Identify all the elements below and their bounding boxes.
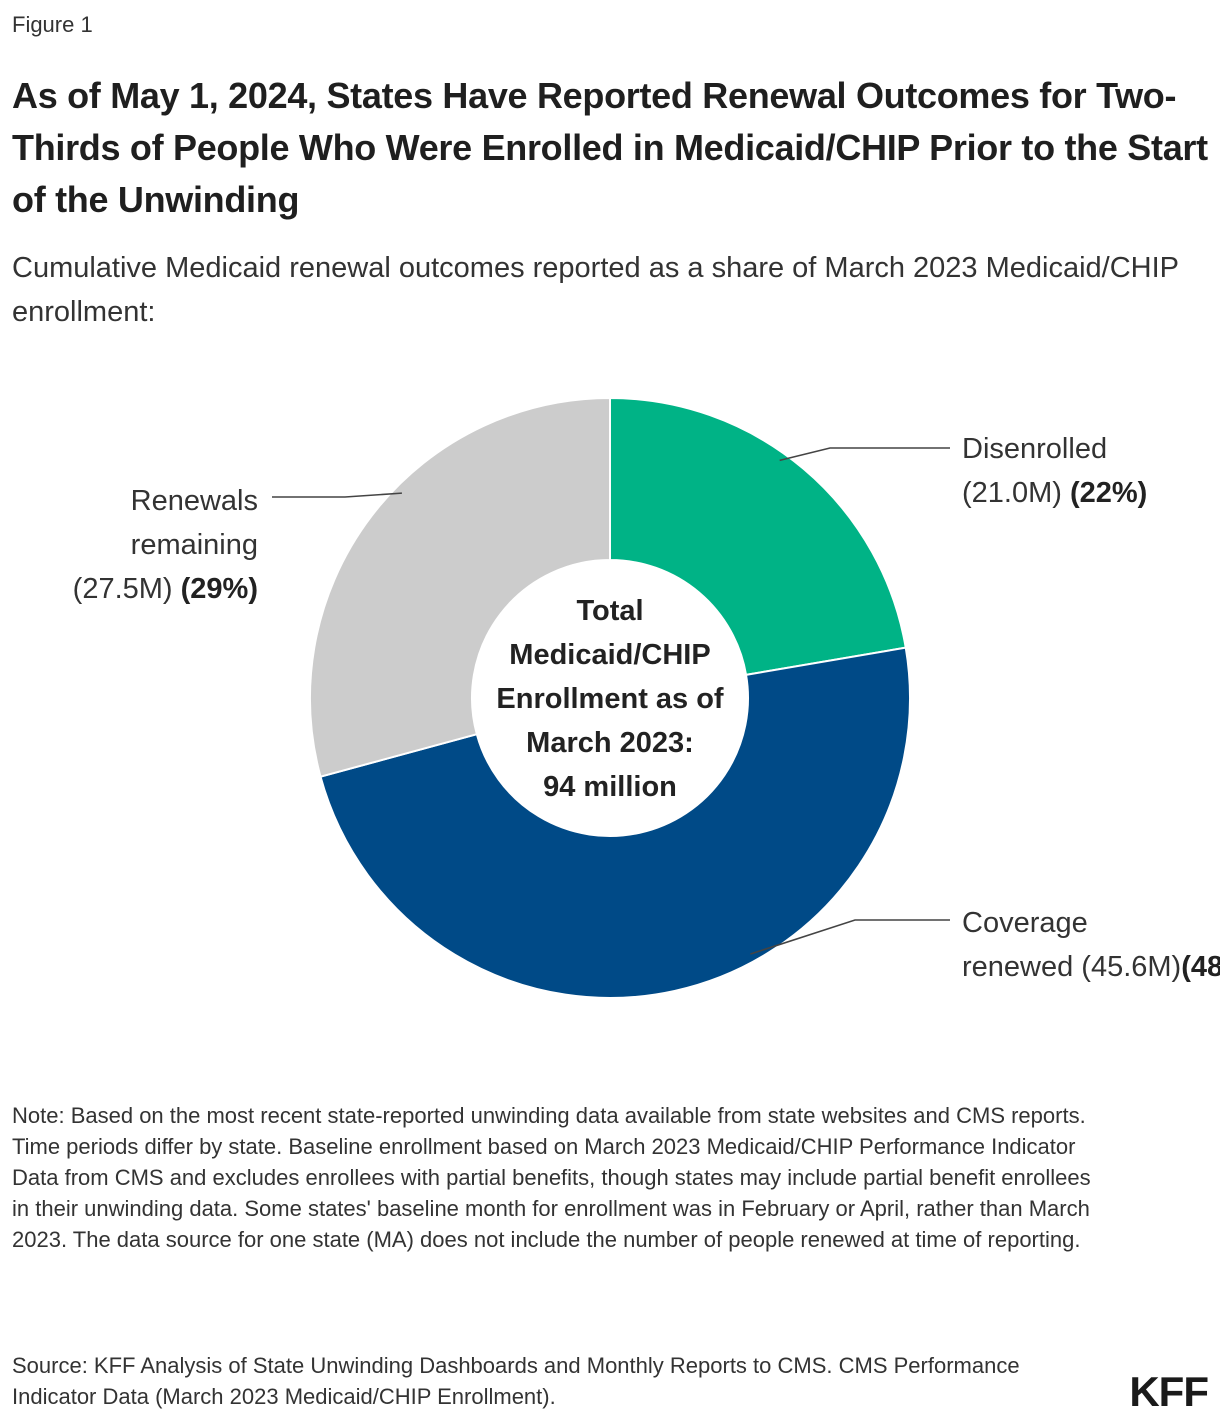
leader-renewals-remaining: [272, 492, 402, 498]
label-renewals-remaining: Renewals remaining (27.5M) (29%): [73, 485, 258, 605]
leader-coverage-renewed: [750, 919, 950, 955]
chart-note: Note: Based on the most recent state-rep…: [12, 1103, 1091, 1252]
figure-label: Figure 1: [12, 12, 93, 37]
slice-disenrolled: [609, 396, 907, 676]
donut-slices: [309, 396, 911, 999]
slice-coverage-renewed: [319, 646, 911, 999]
slice-renewals-remaining: [309, 396, 611, 778]
label-disenrolled: Disenrolled (21.0M) (22%): [962, 433, 1147, 509]
center-total-label: Total Medicaid/CHIP Enrollment as of March …: [496, 595, 724, 803]
donut-chart: Disenrolled (21.0M) (22%) Coverage renewed …: [73, 396, 1220, 999]
slice-labels: Disenrolled (21.0M) (22%) Coverage renewed …: [73, 433, 1220, 983]
center-label: Total Medicaid/CHIP Enrollment as of March …: [496, 595, 724, 803]
leader-disenrolled: [779, 447, 950, 462]
chart-source: Source: KFF Analysis of State Unwinding …: [12, 1353, 1020, 1409]
chart-subtitle: Cumulative Medicaid renewal outcomes rep…: [12, 252, 1179, 328]
leader-lines: [272, 447, 950, 955]
chart-title: As of May 1, 2024, States Have Reported …: [12, 75, 1208, 220]
kff-logo: KFF: [1129, 1368, 1209, 1415]
